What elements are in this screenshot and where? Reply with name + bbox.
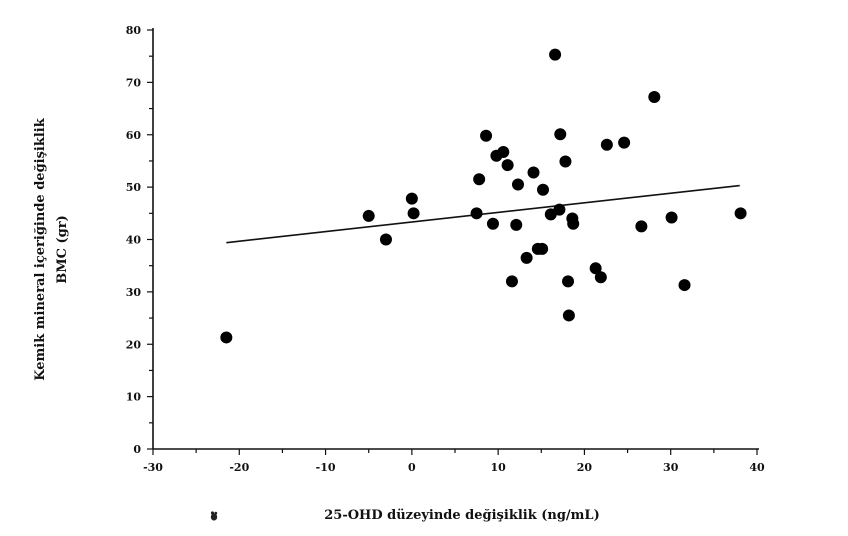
y-axis-label-line-2: BMC (gr) [55,215,70,284]
data-point [505,275,518,288]
data-points [220,48,747,344]
data-point [511,178,524,191]
data-point [405,192,418,205]
x-tick-label: -30 [143,461,163,474]
axes [152,28,759,450]
x-tick-label: 30 [663,461,679,474]
x-axis-label: 25-OHD düzeyinde değişiklik (ng/mL) [324,508,599,523]
trendline-group [226,184,740,244]
data-point [480,129,493,142]
y-tick-label: 40 [126,234,142,247]
trendline [226,184,740,244]
bug-mark-icon [210,511,218,521]
data-point [379,233,392,246]
y-tick-label: 80 [126,24,142,37]
data-point [407,207,420,220]
y-tick-label: 10 [126,391,142,404]
data-point [562,275,575,288]
data-point [362,209,375,222]
data-point [470,207,483,220]
data-point [537,183,550,196]
data-point [600,138,613,151]
data-point [501,159,514,172]
y-tick-label: 60 [126,129,142,142]
x-tick-label: 10 [490,461,506,474]
data-point [510,218,523,231]
x-tick-label: 40 [749,461,765,474]
data-point [553,203,566,216]
data-point [635,220,648,233]
x-tick-label: 20 [577,461,593,474]
data-point [520,251,533,264]
data-point [536,242,549,255]
data-point [678,279,691,292]
data-point [665,211,678,224]
data-point [648,91,661,104]
data-point [562,309,575,322]
x-tick-label: 0 [408,461,416,474]
y-tick-label: 20 [126,338,142,351]
data-point [589,262,602,275]
y-axis-label: Kemik mineral içeriğinde değişiklik BMC … [33,117,70,380]
y-tick-label: 0 [133,443,141,456]
data-point [220,331,233,344]
data-point [734,207,747,220]
data-point [567,217,580,230]
data-point [618,136,631,149]
y-axis-label-line-1: Kemik mineral içeriğinde değişiklik [33,117,48,380]
x-tick-label: -20 [229,461,249,474]
y-tick-label: 70 [126,76,142,89]
data-point [497,146,510,159]
data-point [559,155,572,168]
data-point [554,128,567,141]
x-axis-ticks: -30 -20 -10 0 10 20 30 40 [143,449,765,474]
data-point [473,173,486,186]
x-tick-label: -10 [316,461,336,474]
data-point [594,271,607,284]
data-point [486,217,499,230]
y-tick-label: 50 [126,181,142,194]
y-tick-label: 30 [126,286,142,299]
data-point [549,48,562,61]
y-axis-ticks: 0 10 20 30 40 50 60 70 80 [126,24,153,456]
data-point [527,166,540,179]
